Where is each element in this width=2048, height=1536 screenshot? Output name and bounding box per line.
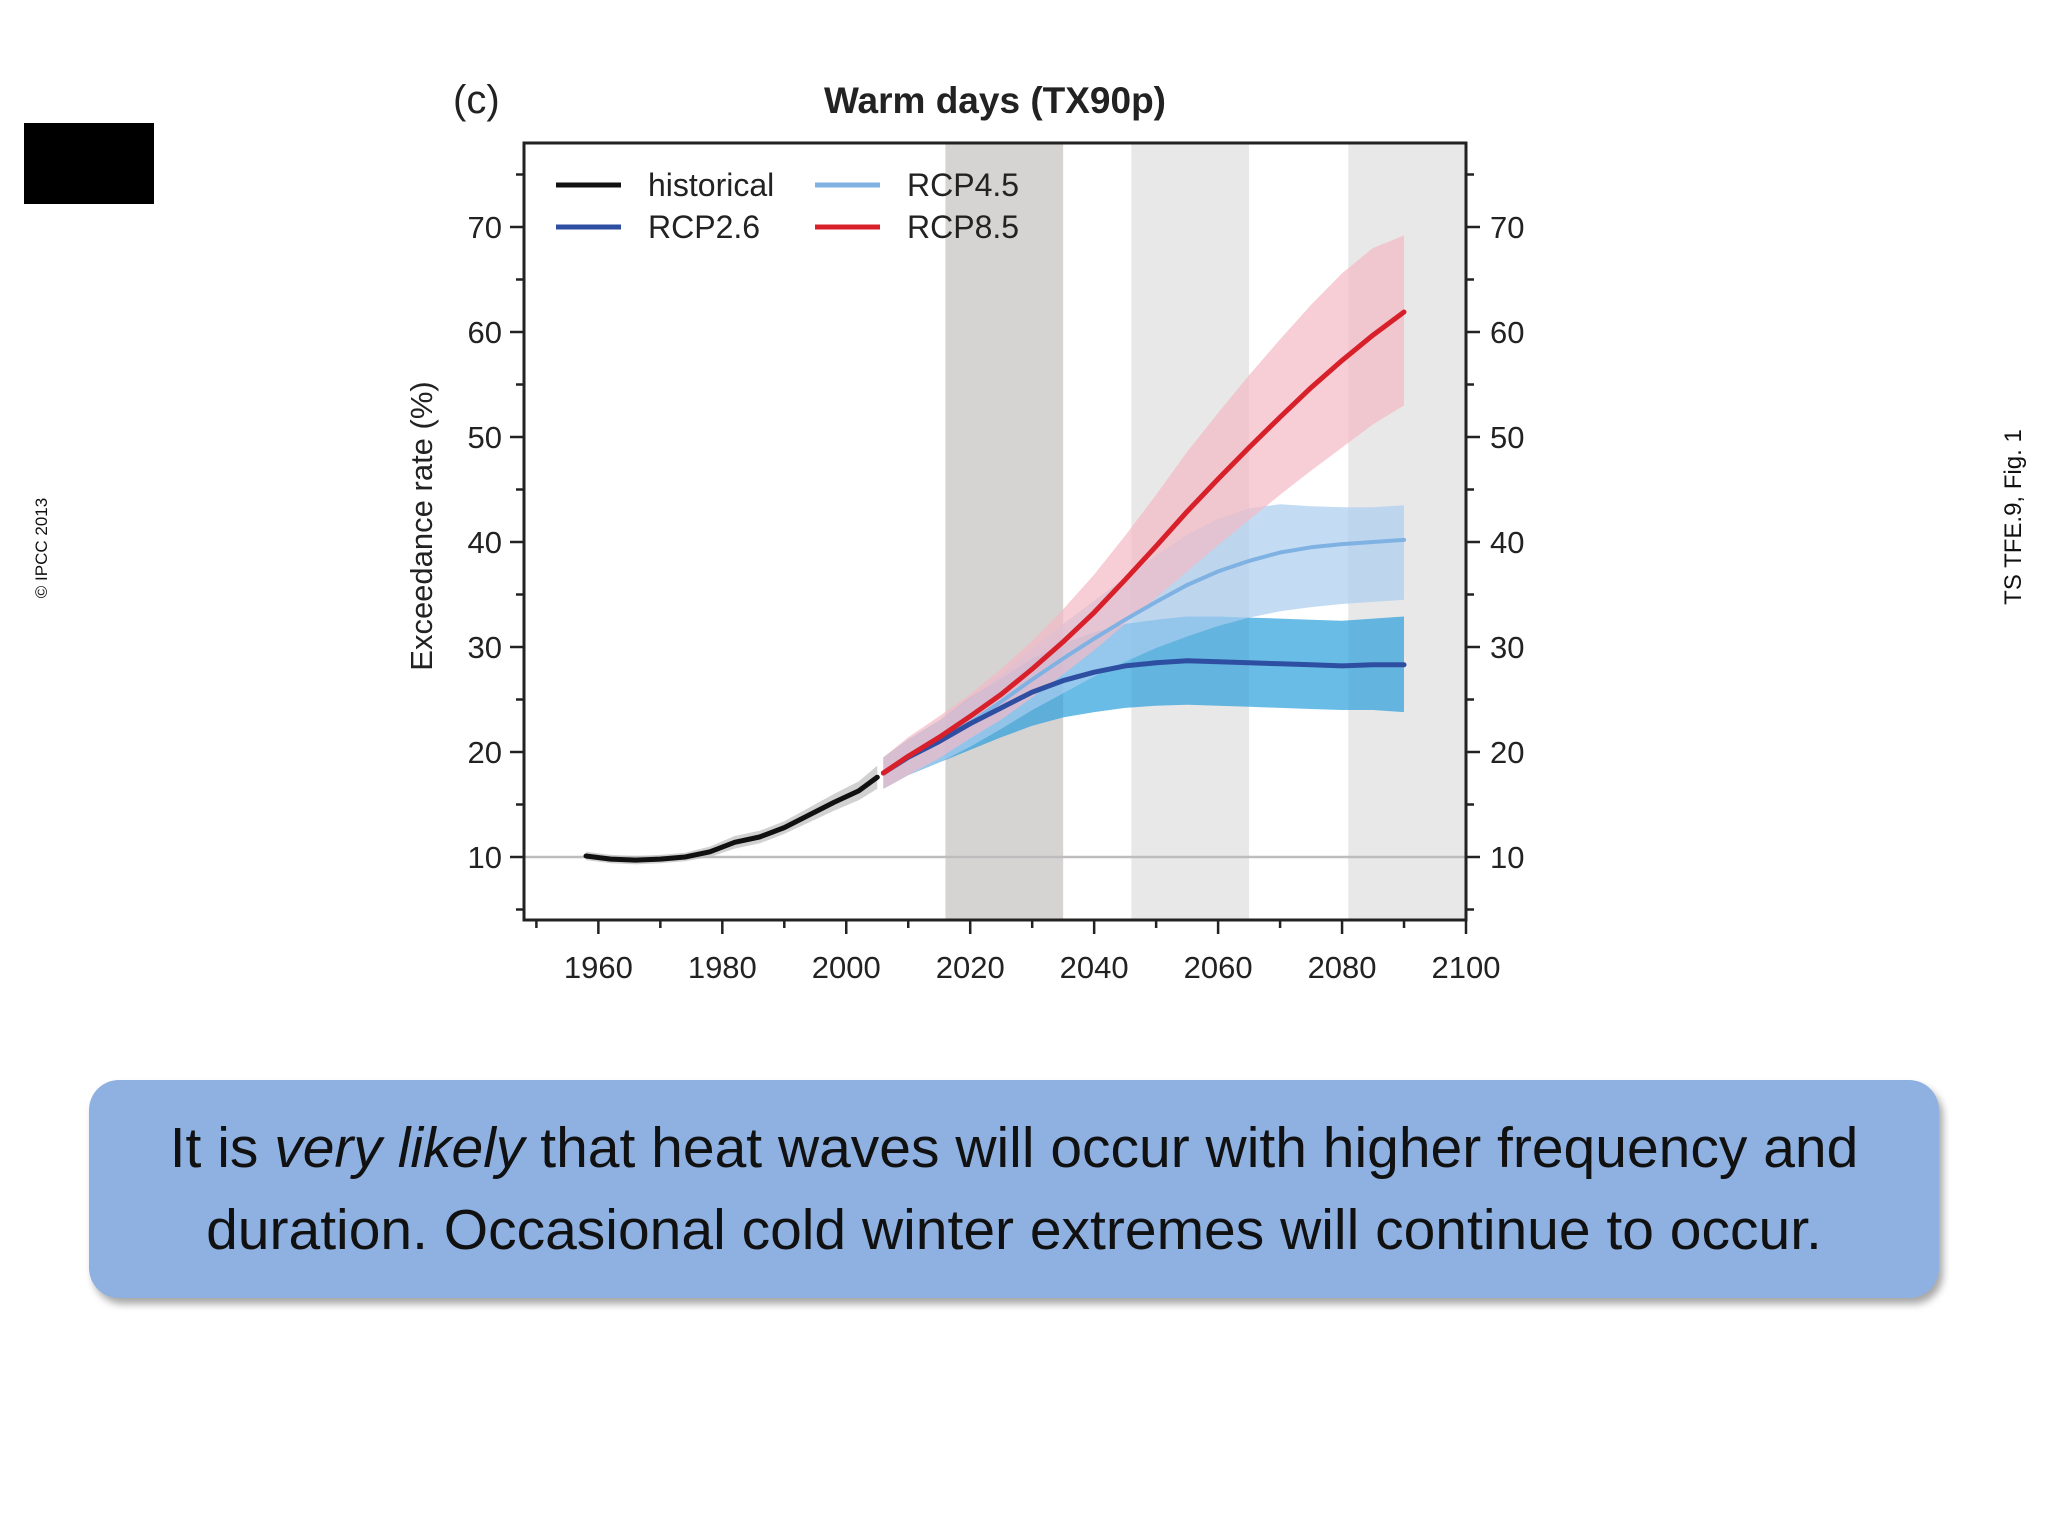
shaded-period-0 (945, 143, 1064, 920)
ytick-label-right: 10 (1490, 840, 1524, 875)
ytick-label-right: 60 (1490, 315, 1524, 350)
black-redaction-box (24, 123, 154, 204)
ytick-label-right: 70 (1490, 210, 1524, 245)
ytick-label-left: 30 (468, 630, 502, 665)
ytick-label-right: 30 (1490, 630, 1524, 665)
legend-label-rcp45: RCP4.5 (907, 167, 1019, 203)
ytick-label-left: 50 (468, 420, 502, 455)
xtick-label: 1960 (564, 950, 633, 985)
line-rcp26 (880, 658, 1407, 776)
legend-label-rcp85: RCP8.5 (907, 209, 1019, 245)
caption-text-before: It is (169, 1116, 275, 1180)
xtick-label: 2060 (1184, 950, 1253, 985)
ytick-label-left: 40 (468, 525, 502, 560)
legend-label-rcp26: RCP2.6 (648, 209, 760, 245)
xtick-label: 2080 (1308, 950, 1377, 985)
xtick-label: 2000 (812, 950, 881, 985)
ytick-label-right: 20 (1490, 735, 1524, 770)
y-axis-label: Exceedance rate (%) (404, 381, 439, 670)
band-rcp85 (883, 235, 1404, 789)
band-rcp45 (883, 504, 1404, 789)
ytick-label-left: 10 (468, 840, 502, 875)
xtick-label: 2040 (1060, 950, 1129, 985)
caption-text: It is very likely that heat waves will o… (129, 1107, 1899, 1271)
xtick-label: 1980 (688, 950, 757, 985)
caption-box: It is very likely that heat waves will o… (89, 1080, 1939, 1298)
xtick-label: 2020 (936, 950, 1005, 985)
plot-frame (522, 141, 1468, 922)
caption-emphasis: very likely (274, 1116, 525, 1180)
ytick-label-left: 60 (468, 315, 502, 350)
ytick-label-right: 50 (1490, 420, 1524, 455)
chart-title: Warm days (TX90p) (824, 80, 1166, 121)
panel-label: (c) (453, 78, 500, 122)
band-historical (586, 765, 878, 865)
legend-label-historical: historical (648, 167, 774, 203)
line-historical (583, 774, 880, 863)
ytick-label-left: 70 (468, 210, 502, 245)
caption-text-after: that heat waves will occur with higher f… (206, 1116, 1859, 1262)
ytick-label-left: 20 (468, 735, 502, 770)
ytick-label-right: 40 (1490, 525, 1524, 560)
line-rcp85 (880, 309, 1407, 776)
band-rcp26 (883, 616, 1404, 789)
xtick-label: 2100 (1432, 950, 1501, 985)
